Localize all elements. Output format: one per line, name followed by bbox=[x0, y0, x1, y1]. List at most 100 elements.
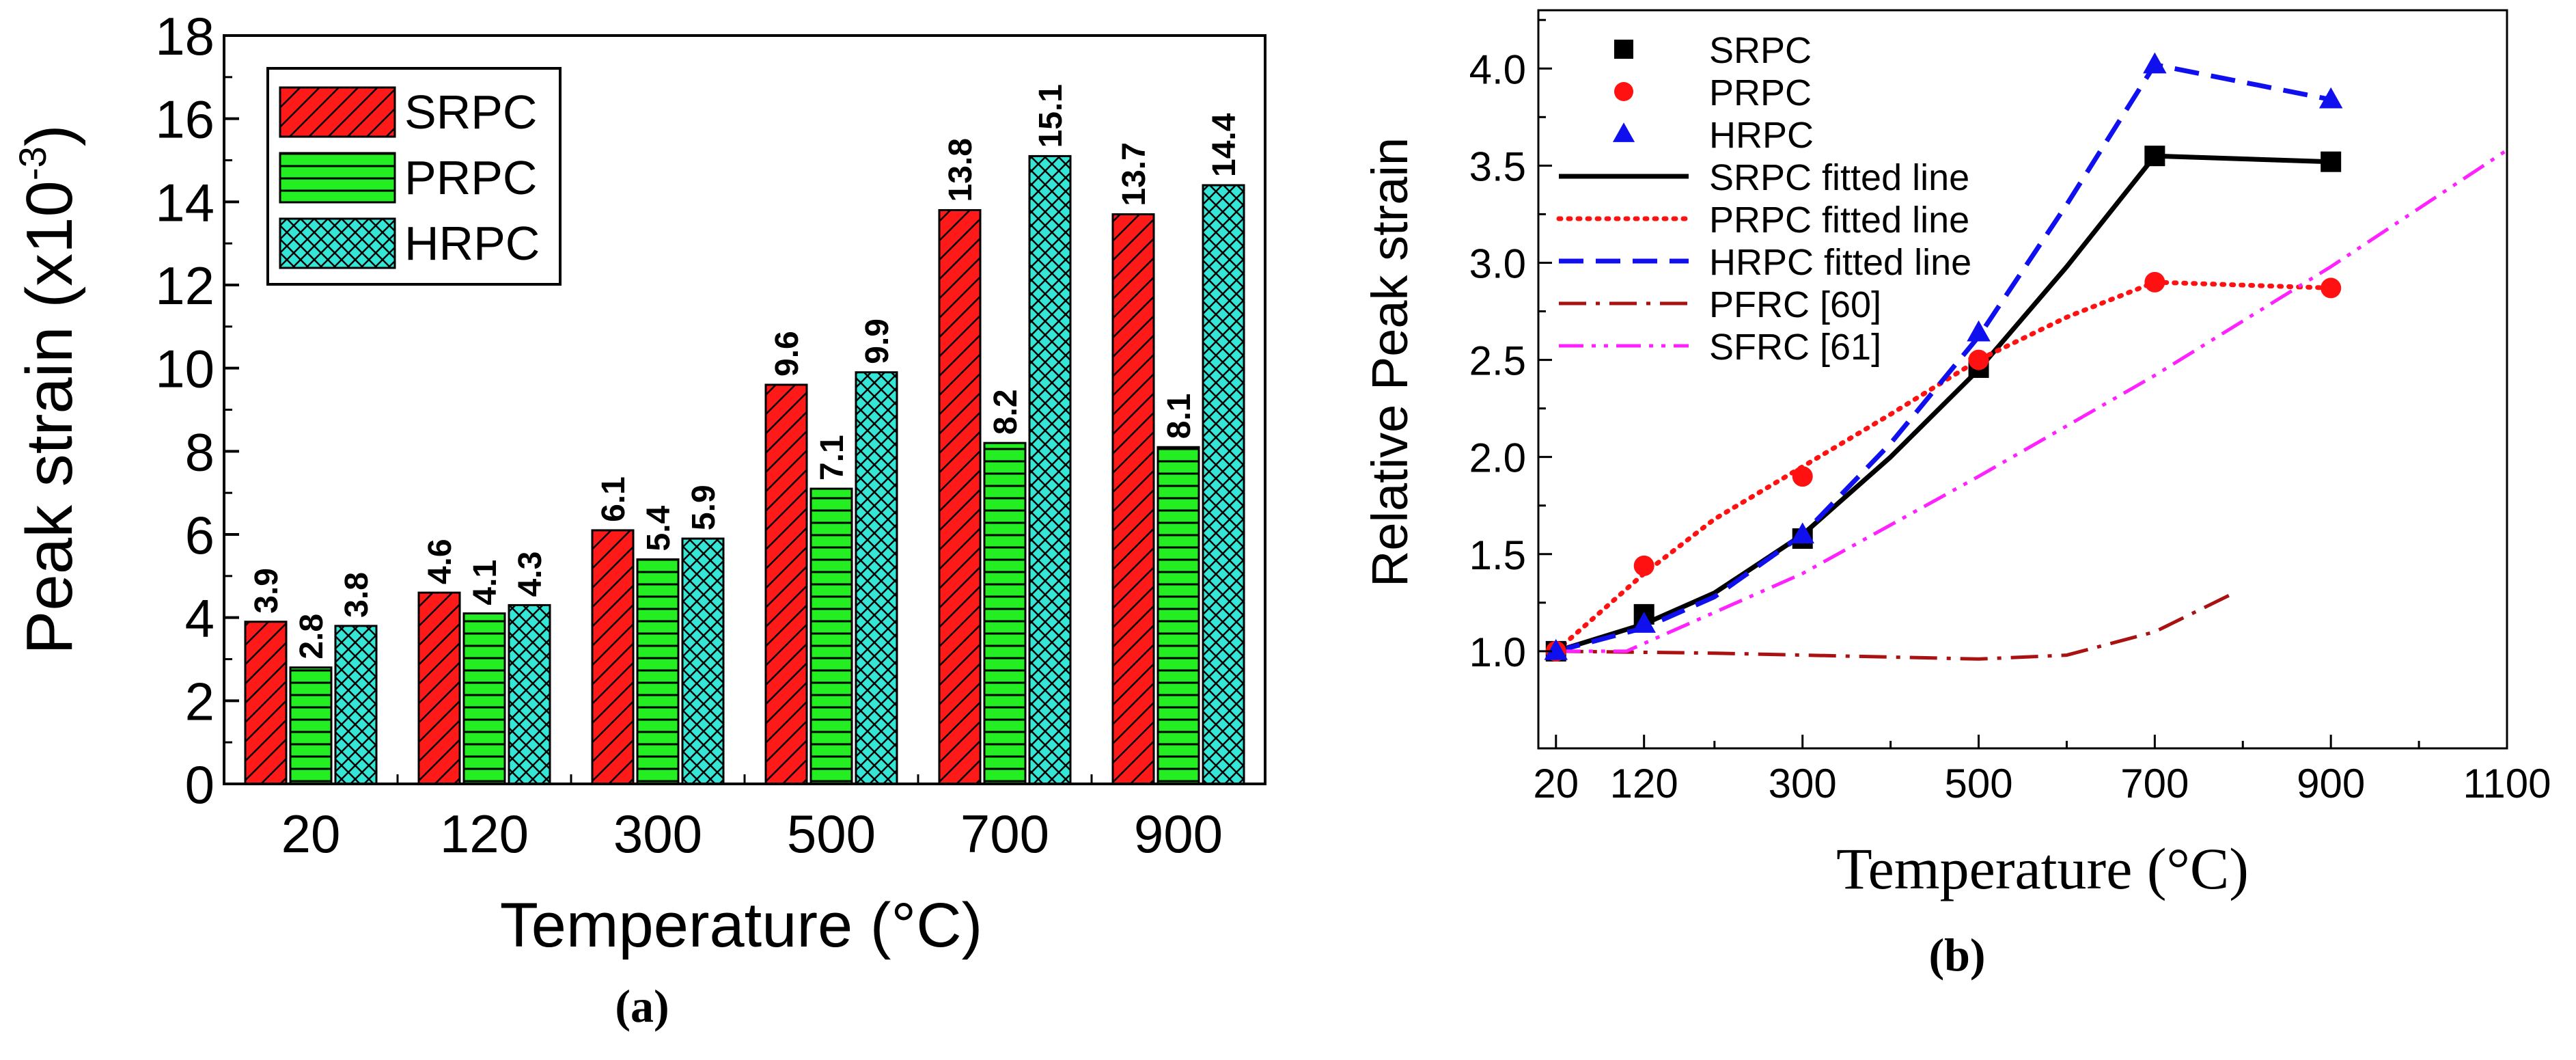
data-point-prpc bbox=[1792, 466, 1813, 487]
y-tick-label: 8 bbox=[185, 422, 214, 482]
bars-layer: 3.92.83.8 4.6 4.1 4.3 6.15.4 5.9 9.6 7.1 9.9 13.8… bbox=[244, 84, 1245, 785]
bar-value-label: 5.4 bbox=[641, 505, 677, 551]
x-tick-label: 900 bbox=[1134, 804, 1223, 864]
bar-hrpc bbox=[681, 537, 725, 785]
legend-label: SRPC fitted line bbox=[1709, 157, 1969, 198]
y-axis-label: Peak strain (x10-3) bbox=[11, 124, 86, 654]
y-tick-label: 10 bbox=[155, 339, 214, 399]
y-tick-label: 12 bbox=[155, 256, 214, 316]
data-point-hrpc bbox=[1967, 320, 1991, 342]
x-tick-label: 120 bbox=[1610, 761, 1678, 806]
x-tick-label: 1100 bbox=[2463, 761, 2551, 806]
legend-swatch-hrpc bbox=[279, 217, 396, 269]
y-tick-label: 18 bbox=[155, 6, 214, 66]
bar-value-label: 6.1 bbox=[596, 476, 632, 522]
bar-value-label: 13.7 bbox=[1116, 142, 1152, 206]
bar-value-label: 4.6 bbox=[422, 539, 458, 584]
data-point-hrpc bbox=[2318, 87, 2343, 109]
bar-value-label: 8.2 bbox=[988, 389, 1024, 435]
y-tick-label: 3.5 bbox=[1469, 144, 1526, 189]
legend-swatch-prpc bbox=[279, 152, 396, 204]
bar-value-label: 13.8 bbox=[943, 138, 979, 202]
y-axis-label-exponent: -3 bbox=[11, 146, 54, 180]
y-axis-label-close: ) bbox=[13, 124, 86, 146]
data-point-hrpc bbox=[1632, 612, 1656, 633]
legend-label: PRPC bbox=[1709, 72, 1812, 113]
legend-label: HRPC bbox=[404, 217, 540, 270]
legend: SRPC PRPC HRPC bbox=[266, 67, 562, 286]
y-tick-label: 1.0 bbox=[1469, 629, 1526, 675]
y-tick-label: 16 bbox=[155, 90, 214, 150]
data-point-hrpc bbox=[1790, 522, 1814, 544]
data-point-srpc bbox=[2321, 151, 2342, 172]
bar-value-label: 3.9 bbox=[249, 568, 285, 614]
axes: 1.0 1.5 2.0 2.5 3.0 3.5 4.0 20 120 300 500 700 900 11… bbox=[1469, 9, 2551, 806]
line-chart-panel: 1.0 1.5 2.0 2.5 3.0 3.5 4.0 20 120 300 500 700 900 11… bbox=[1361, 9, 2551, 981]
bar-srpc bbox=[938, 209, 982, 785]
legend-label: HRPC bbox=[1709, 115, 1814, 156]
data-point-hrpc bbox=[1544, 638, 1568, 660]
bar-value-label: 7.1 bbox=[814, 435, 850, 480]
y-tick-label: 2.0 bbox=[1469, 435, 1526, 481]
series-layer bbox=[1544, 52, 2508, 662]
y-tick-label: 14 bbox=[155, 172, 214, 232]
data-point-srpc bbox=[2144, 146, 2165, 167]
legend-marker-prpc bbox=[1614, 82, 1633, 101]
bar-chart-panel: 3.92.83.8 4.6 4.1 4.3 6.15.4 5.9 9.6 7.1 9.9 13.8… bbox=[11, 6, 1266, 1032]
x-tick-label: 300 bbox=[613, 804, 702, 864]
panel-label: (b) bbox=[1928, 929, 1985, 981]
bar-value-label: 9.6 bbox=[769, 331, 805, 377]
x-tick-label: 20 bbox=[281, 804, 341, 864]
x-tick-label: 500 bbox=[787, 804, 876, 864]
bar-prpc bbox=[983, 441, 1027, 785]
bar-srpc bbox=[1111, 213, 1155, 785]
legend-marker-hrpc bbox=[1612, 122, 1635, 142]
y-tick-label: 4.0 bbox=[1469, 46, 1526, 92]
bar-value-label: 5.9 bbox=[686, 485, 722, 530]
bar-value-label: 9.9 bbox=[859, 318, 896, 364]
bar-prpc bbox=[289, 666, 333, 785]
legend-label: HRPC fitted line bbox=[1709, 242, 1971, 283]
bar-value-label: 8.1 bbox=[1161, 394, 1197, 439]
series-line-srpc-fitted-line bbox=[1555, 153, 2331, 654]
data-point-prpc bbox=[1968, 349, 1989, 370]
legend-label: SRPC bbox=[1709, 30, 1812, 71]
legend-swatch-srpc bbox=[279, 86, 396, 138]
x-tick-label: 500 bbox=[1944, 761, 2012, 806]
y-tick-label: 2 bbox=[185, 671, 214, 731]
bar-value-label: 14.4 bbox=[1206, 113, 1243, 177]
panel-label: (a) bbox=[615, 980, 669, 1032]
x-tick-label: 900 bbox=[2297, 761, 2365, 806]
x-axis-label: Temperature (°C) bbox=[1836, 836, 2249, 901]
x-tick-label: 20 bbox=[1533, 761, 1579, 806]
x-tick-label: 700 bbox=[2120, 761, 2189, 806]
x-axis-label: Temperature (°C) bbox=[500, 891, 983, 960]
x-tick-label: 300 bbox=[1769, 761, 1837, 806]
y-tick-label: 4 bbox=[185, 588, 214, 649]
bar-srpc bbox=[591, 529, 635, 785]
data-point-prpc bbox=[2321, 277, 2342, 299]
y-tick-label: 2.5 bbox=[1469, 338, 1526, 384]
bar-prpc bbox=[462, 612, 506, 785]
y-axis-label-text: Peak strain (x10 bbox=[13, 180, 86, 655]
bar-hrpc bbox=[508, 603, 551, 785]
data-point-prpc bbox=[2144, 271, 2165, 293]
bar-hrpc bbox=[1028, 154, 1072, 785]
bar-value-label: 4.3 bbox=[512, 552, 549, 597]
bar-srpc bbox=[244, 621, 288, 785]
bar-hrpc bbox=[334, 625, 378, 785]
bar-value-label: 4.1 bbox=[467, 560, 503, 606]
bar-srpc bbox=[764, 383, 808, 785]
bar-value-label: 15.1 bbox=[1033, 84, 1069, 148]
x-tick-label: 700 bbox=[960, 804, 1049, 864]
legend-label: PFRC [60] bbox=[1709, 284, 1881, 325]
series-line-prpc-fitted-line bbox=[1553, 280, 2333, 654]
y-tick-label: 0 bbox=[185, 755, 214, 815]
bar-prpc bbox=[809, 487, 853, 785]
data-point-hrpc bbox=[2143, 52, 2167, 74]
bar-srpc bbox=[417, 591, 461, 785]
bar-prpc bbox=[1157, 446, 1200, 785]
y-tick-label: 6 bbox=[185, 505, 214, 565]
y-axis-label: Relative Peak strain bbox=[1361, 137, 1418, 587]
x-tick-label: 120 bbox=[440, 804, 529, 864]
